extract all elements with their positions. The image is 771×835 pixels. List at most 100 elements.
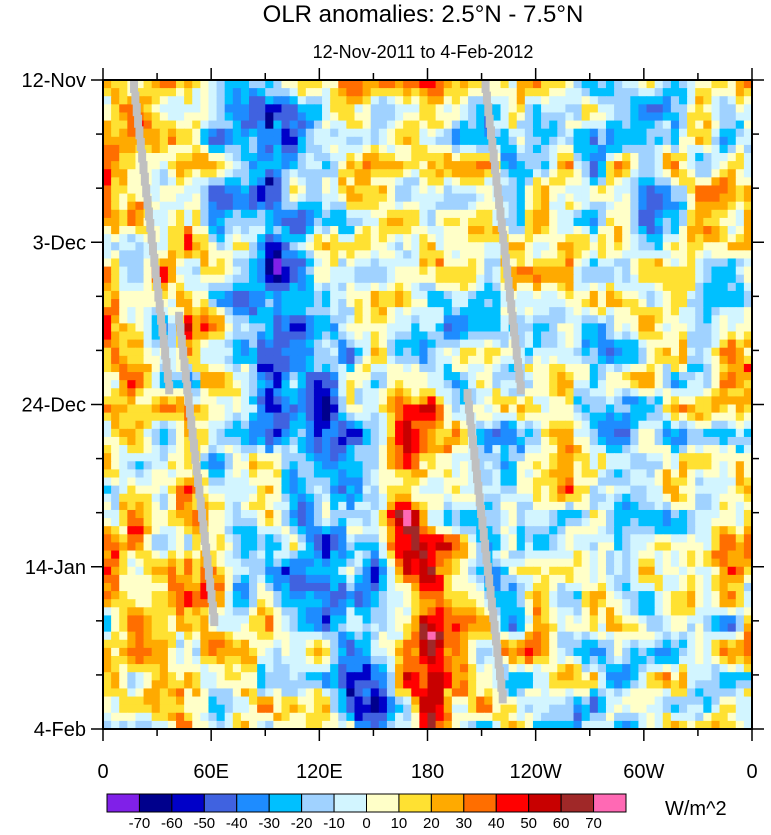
heatmap-cell [614, 526, 623, 535]
heatmap-cell [646, 217, 656, 227]
heatmap-cell [476, 193, 485, 203]
heatmap-cell [605, 501, 615, 511]
heatmap-cell [500, 461, 510, 470]
heatmap-cell [427, 234, 437, 243]
heatmap-cell [743, 339, 753, 349]
heatmap-cell [184, 485, 193, 495]
heatmap-cell [265, 388, 274, 397]
heatmap-cell [427, 144, 437, 154]
heatmap-cell [605, 136, 615, 146]
heatmap-cell [119, 574, 128, 584]
heatmap-cell [419, 144, 429, 154]
heatmap-cell [435, 436, 445, 446]
heatmap-cell [184, 274, 193, 284]
heatmap-cell [322, 80, 331, 89]
heatmap-cell [103, 80, 112, 89]
heatmap-cell [240, 388, 250, 397]
heatmap-cell [257, 315, 266, 324]
heatmap-cell [135, 299, 145, 308]
heatmap-cell [743, 153, 753, 162]
heatmap-cell [224, 226, 234, 235]
heatmap-cell [346, 412, 356, 422]
heatmap-cell [224, 534, 234, 544]
heatmap-cell [500, 193, 510, 203]
heatmap-cell [135, 193, 145, 203]
heatmap-cell [435, 542, 445, 552]
heatmap-cell [573, 347, 583, 357]
heatmap-cell [541, 509, 550, 519]
heatmap-cell [354, 355, 364, 365]
heatmap-cell [200, 128, 210, 138]
heatmap-cell [257, 534, 266, 544]
heatmap-cell [557, 412, 567, 422]
heatmap-cell [362, 120, 372, 130]
heatmap-cell [289, 518, 299, 527]
heatmap-cell [200, 396, 210, 406]
heatmap-cell [289, 550, 299, 560]
heatmap-cell [735, 485, 745, 495]
heatmap-cell [549, 355, 558, 365]
heatmap-cell [492, 477, 502, 487]
heatmap-cell [395, 177, 404, 187]
heatmap-cell [630, 250, 640, 260]
heatmap-cell [338, 307, 347, 316]
heatmap-cell [459, 363, 469, 373]
heatmap-cell [435, 153, 445, 162]
heatmap-cell [224, 420, 234, 430]
heatmap-cell [151, 80, 161, 89]
heatmap-cell [111, 396, 120, 406]
heatmap-cell [727, 153, 737, 162]
heatmap-cell [597, 169, 607, 178]
heatmap-cell [305, 331, 315, 341]
heatmap-cell [395, 339, 404, 349]
heatmap-cell [573, 518, 583, 527]
heatmap-cell [597, 493, 607, 503]
heatmap-cell [208, 339, 218, 349]
heatmap-cell [176, 128, 185, 138]
heatmap-cell [459, 469, 469, 479]
heatmap-cell [322, 144, 331, 154]
heatmap-cell [386, 258, 396, 268]
heatmap-cell [532, 355, 542, 365]
heatmap-cell [630, 493, 640, 503]
heatmap-cell [354, 412, 364, 422]
heatmap-cell [476, 144, 485, 154]
heatmap-cell [411, 566, 420, 576]
heatmap-cell [411, 96, 420, 105]
heatmap-cell [743, 161, 753, 170]
heatmap-cell [565, 128, 575, 138]
heatmap-cell [411, 445, 420, 454]
heatmap-cell [192, 396, 201, 406]
heatmap-cell [289, 372, 299, 381]
heatmap-cell [711, 112, 721, 122]
heatmap-cell [435, 274, 445, 284]
heatmap-cell [289, 274, 299, 284]
heatmap-cell [476, 339, 485, 349]
heatmap-cell [240, 290, 250, 300]
heatmap-cell [216, 169, 226, 178]
heatmap-cell [695, 290, 704, 300]
heatmap-cell [127, 315, 137, 324]
heatmap-cell [176, 80, 185, 89]
heatmap-cell [581, 96, 591, 105]
heatmap-cell [297, 518, 307, 527]
heatmap-cell [159, 217, 169, 227]
heatmap-cell [354, 80, 364, 89]
heatmap-cell [313, 347, 323, 357]
heatmap-cell [508, 526, 518, 535]
heatmap-cell [597, 558, 607, 568]
heatmap-cell [484, 226, 493, 235]
heatmap-cell [541, 469, 550, 479]
heatmap-cell [492, 518, 502, 527]
heatmap-cell [524, 193, 534, 203]
heatmap-cell [443, 96, 453, 105]
heatmap-cell [597, 161, 607, 170]
heatmap-cell [346, 388, 356, 397]
heatmap-cell [727, 307, 737, 316]
heatmap-cell [232, 290, 242, 300]
heatmap-cell [224, 153, 234, 162]
heatmap-cell [500, 290, 510, 300]
heatmap-cell [703, 274, 713, 284]
heatmap-cell [541, 128, 550, 138]
heatmap-cell [735, 493, 745, 503]
